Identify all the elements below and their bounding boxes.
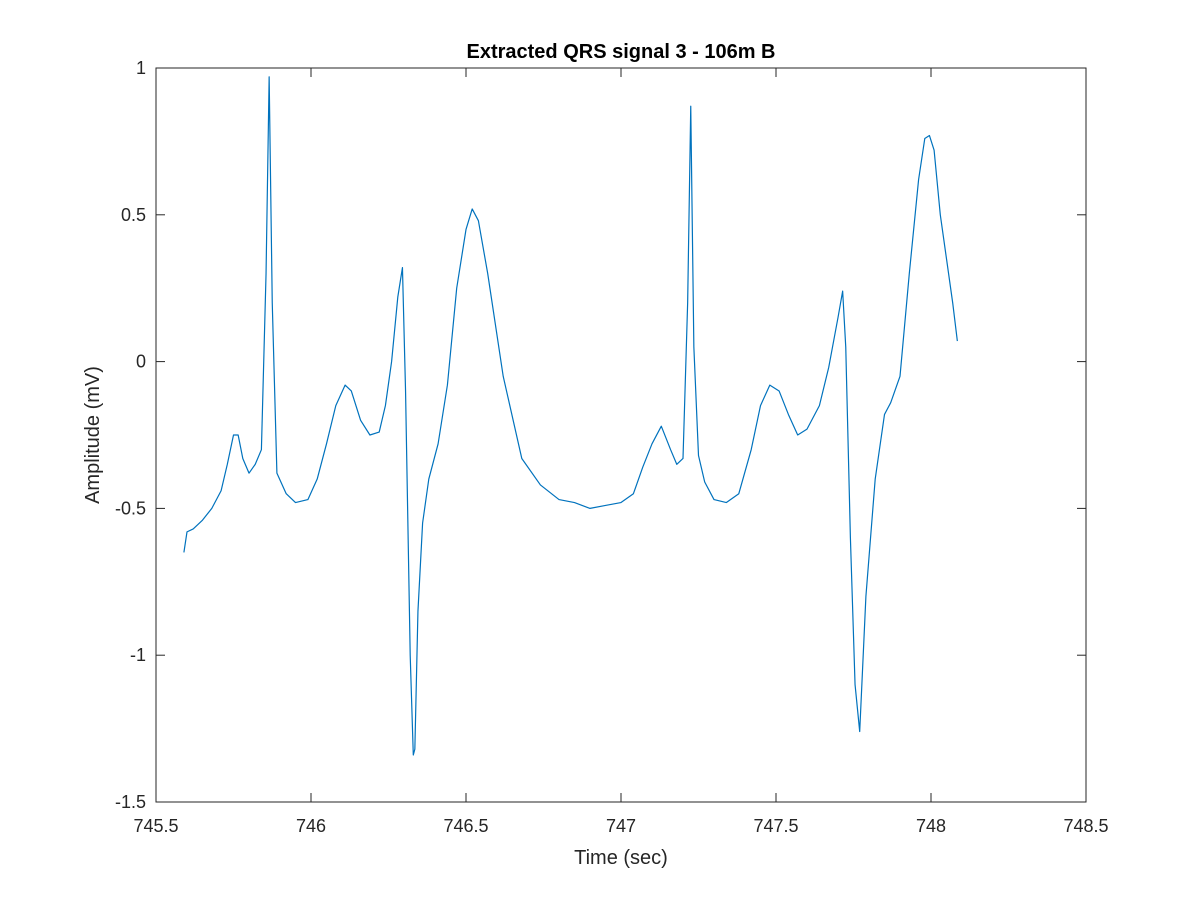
y-tick-label: 0.5: [121, 205, 146, 225]
y-tick-label: 0: [136, 352, 146, 372]
y-tick-label: -1: [130, 645, 146, 665]
series-layer: [183, 76, 958, 756]
x-axis: 745.5 746 746.5 747 747.5 748 748.5: [133, 68, 1109, 836]
x-tick-label: 745.5: [133, 816, 178, 836]
y-tick-label: -1.5: [115, 792, 146, 812]
chart-title: Extracted QRS signal 3 - 106m B: [466, 41, 775, 63]
x-tick-label: 747: [606, 816, 636, 836]
y-tick-label: -0.5: [115, 498, 146, 518]
ecg-signal-line: [183, 76, 958, 756]
x-tick-label: 748: [916, 816, 946, 836]
plot-area: [155, 67, 1087, 803]
x-tick-label: 747.5: [753, 816, 798, 836]
x-axis-label: Time (sec): [574, 847, 668, 869]
x-tick-label: 746: [296, 816, 326, 836]
x-tick-label: 746.5: [443, 816, 488, 836]
y-axis: -1.5 -1 -0.5 0 0.5 1: [115, 58, 1086, 812]
y-tick-label: 1: [136, 58, 146, 78]
x-tick-label: 748.5: [1063, 816, 1108, 836]
y-axis-label: Amplitude (mV): [82, 366, 104, 504]
